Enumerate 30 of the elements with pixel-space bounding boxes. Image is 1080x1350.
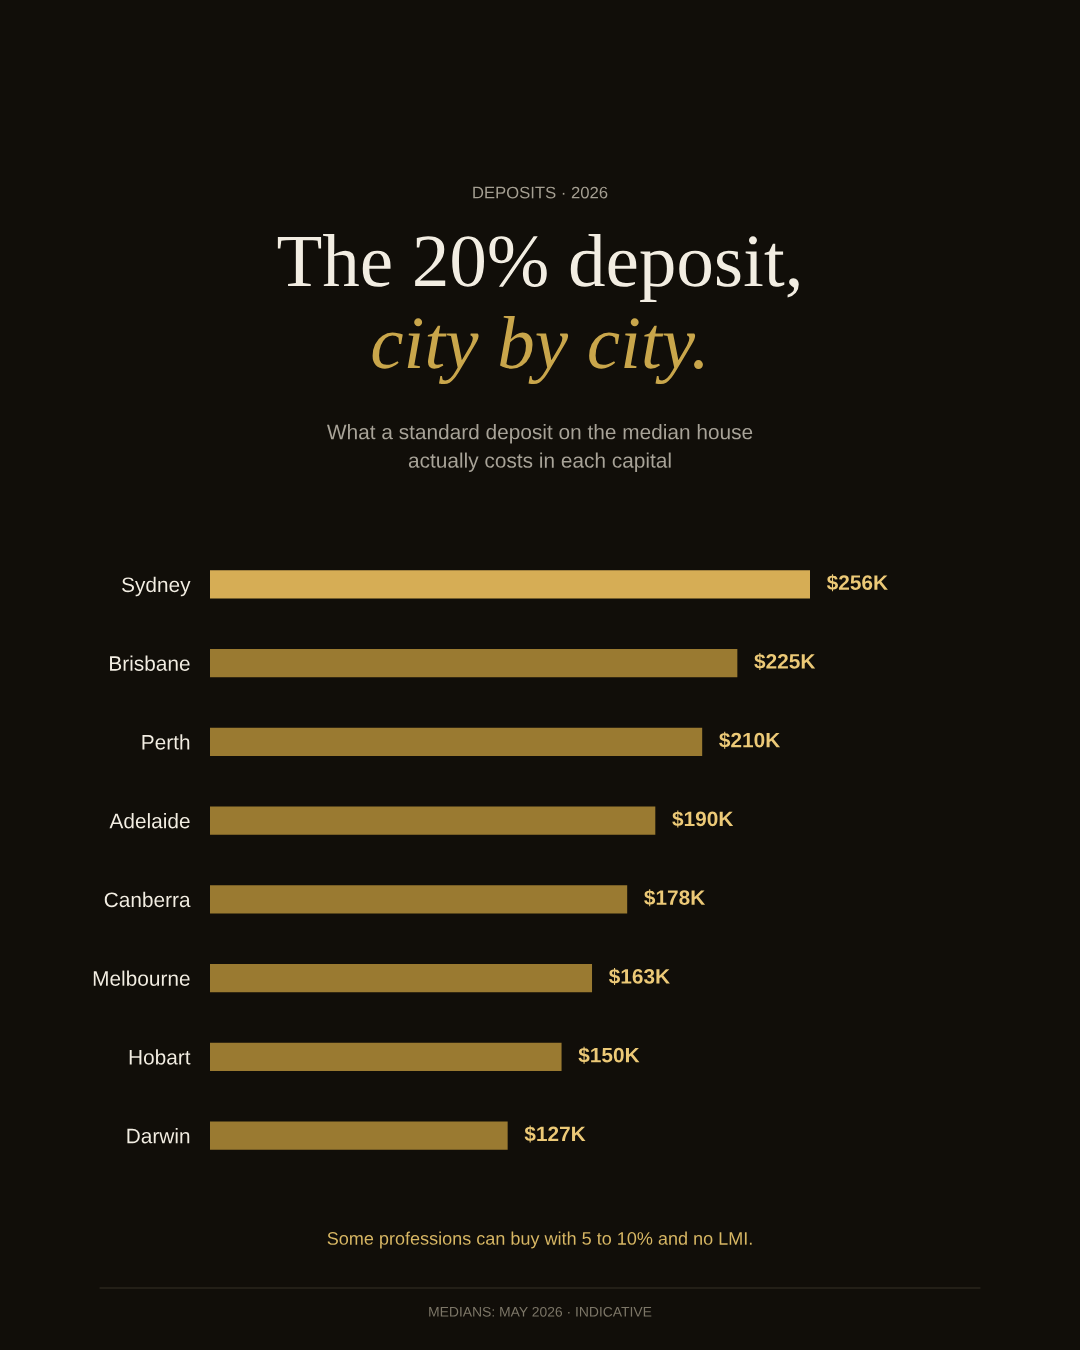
data-label: $150K [578, 1046, 640, 1064]
bar [210, 885, 628, 914]
y-tick-label: Perth [142, 734, 190, 750]
y-tick-label: Sydney [122, 576, 191, 597]
bar [210, 1042, 562, 1072]
bar [210, 570, 810, 599]
data-label: $210K [719, 731, 781, 749]
text: What a standard deposit on the median house actually costs in each capital [327, 424, 753, 472]
data-label: $163K [608, 968, 670, 986]
chart-subtitle: city by city. [372, 315, 703, 385]
bar [210, 727, 703, 757]
y-tick-label: Darwin [127, 1128, 190, 1144]
y-tick-label: Hobart [129, 1049, 191, 1065]
bar [210, 648, 738, 678]
text: Some professions can buy with 5 to 10% and no LMI. [327, 1231, 752, 1249]
y-tick-label: Melbourne [93, 970, 190, 986]
bar [210, 963, 593, 993]
y-tick-label: Adelaide [109, 813, 190, 829]
text: MEDIANS: MAY 2026 · INDICATIVE [429, 1306, 652, 1317]
data-label: $190K [672, 810, 734, 828]
data-label: $127K [524, 1125, 586, 1143]
data-label: $256K [826, 574, 888, 592]
y-tick-label: Brisbane [110, 655, 190, 671]
data-label: $225K [754, 653, 816, 671]
bar [210, 806, 656, 835]
chart-title: The 20% deposit, [277, 233, 799, 303]
bar [210, 1121, 508, 1150]
text: DEPOSITS · 2026 [473, 186, 608, 199]
data-label: $178K [644, 889, 706, 907]
y-tick-label: Canberra [104, 891, 191, 908]
